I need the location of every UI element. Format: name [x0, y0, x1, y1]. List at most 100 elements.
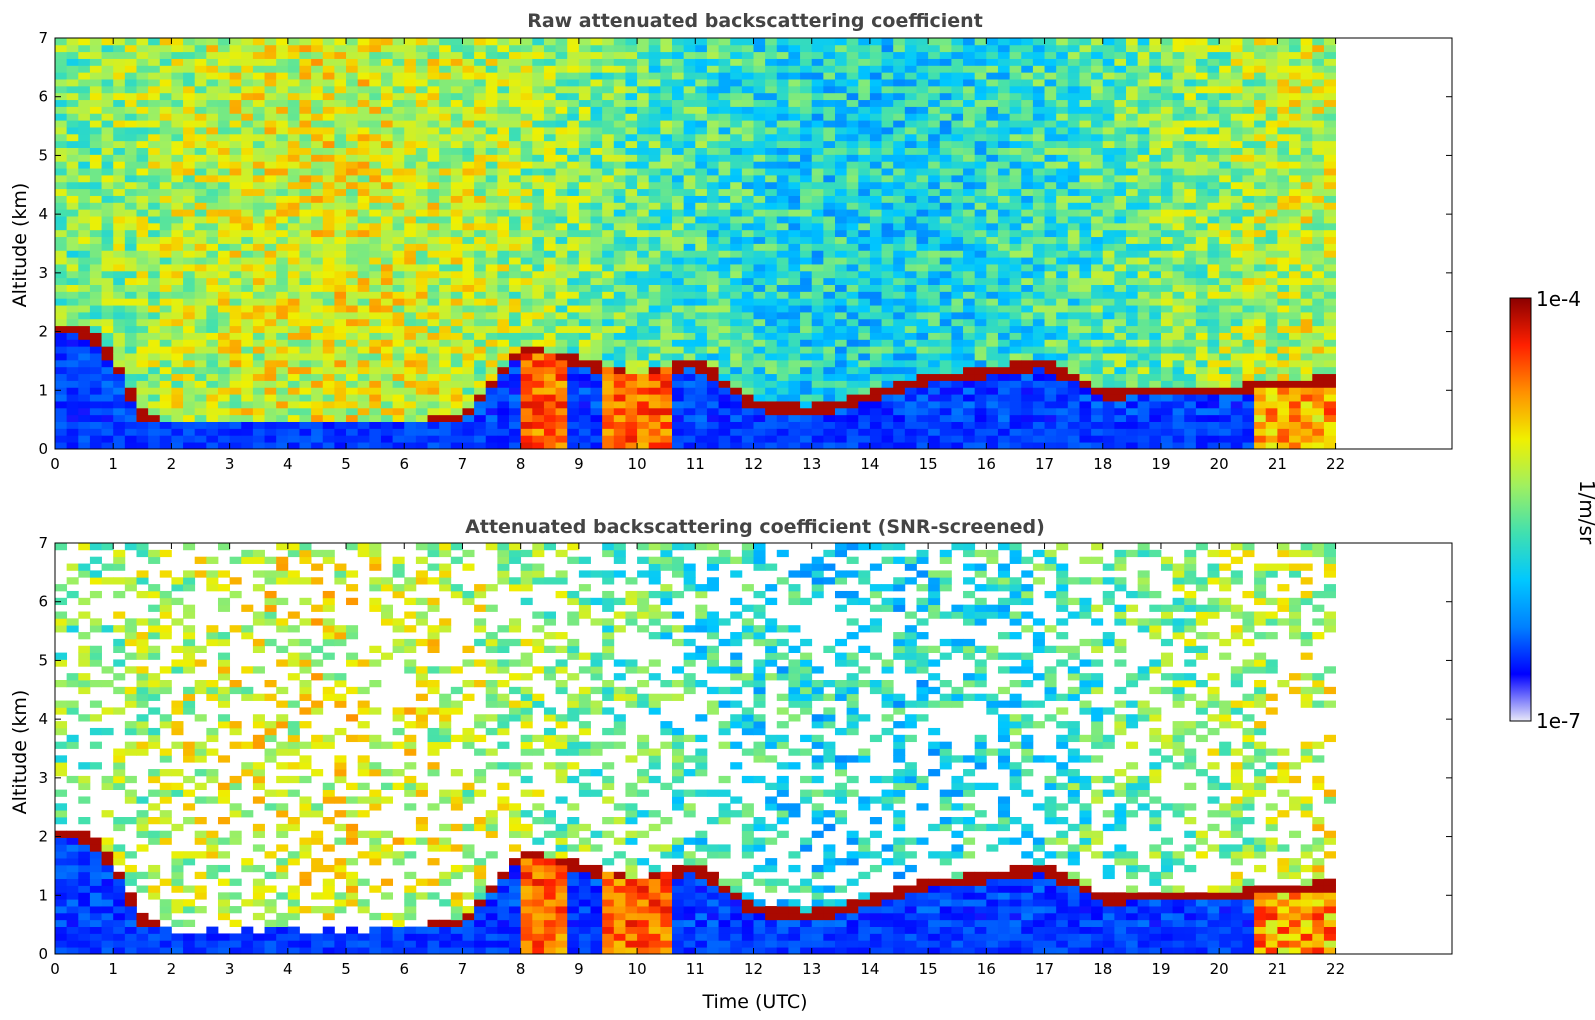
heatmap-cell — [905, 86, 917, 93]
heatmap-cell — [311, 141, 323, 148]
heatmap-cell — [928, 312, 940, 319]
heatmap-cell — [265, 161, 277, 168]
heatmap-cell — [67, 298, 79, 305]
heatmap-cell — [847, 141, 859, 148]
heatmap-cell — [684, 346, 696, 353]
heatmap-cell — [486, 257, 498, 264]
heatmap-cell — [800, 134, 812, 141]
heatmap-cell — [835, 38, 847, 45]
heatmap-cell — [276, 72, 288, 79]
heatmap-cell — [288, 79, 300, 86]
heatmap-cell — [265, 237, 277, 244]
heatmap-cell — [858, 333, 870, 340]
heatmap-cell — [393, 202, 405, 209]
heatmap-cell — [905, 223, 917, 230]
heatmap-cell — [800, 428, 812, 435]
heatmap-cell — [532, 100, 544, 107]
heatmap-cell — [241, 196, 253, 203]
heatmap-cell — [67, 326, 79, 333]
heatmap-cell — [963, 79, 975, 86]
heatmap-cell — [765, 298, 777, 305]
heatmap-cell — [311, 168, 323, 175]
heatmap-cell — [742, 319, 754, 326]
heatmap-cell — [882, 435, 894, 442]
heatmap-cell — [567, 113, 579, 120]
heatmap-cell — [311, 401, 323, 408]
heatmap-cell — [148, 326, 160, 333]
heatmap-cell — [695, 367, 707, 374]
heatmap-cell — [125, 230, 137, 237]
heatmap-cell — [754, 278, 766, 285]
heatmap-cell — [393, 216, 405, 223]
heatmap-cell — [916, 141, 928, 148]
heatmap-cell — [975, 86, 987, 93]
heatmap-cell — [730, 374, 742, 381]
heatmap-cell — [847, 374, 859, 381]
heatmap-cell — [916, 202, 928, 209]
heatmap-cell — [660, 250, 672, 257]
heatmap-cell — [462, 127, 474, 134]
heatmap-cell — [183, 291, 195, 298]
heatmap-cell — [78, 312, 90, 319]
heatmap-cell — [870, 244, 882, 251]
heatmap-cell — [369, 127, 381, 134]
heatmap-cell — [870, 250, 882, 257]
heatmap-cell — [765, 141, 777, 148]
heatmap-cell — [614, 339, 626, 346]
heatmap-cell — [160, 216, 172, 223]
heatmap-cell — [707, 298, 719, 305]
heatmap-cell — [602, 381, 614, 388]
heatmap-cell — [136, 428, 148, 435]
heatmap-cell — [649, 394, 661, 401]
heatmap-cell — [812, 408, 824, 415]
heatmap-cell — [218, 408, 230, 415]
heatmap-cell — [195, 319, 207, 326]
heatmap-cell — [393, 367, 405, 374]
heatmap-cell — [462, 346, 474, 353]
heatmap-cell — [730, 271, 742, 278]
heatmap-cell — [672, 154, 684, 161]
heatmap-cell — [788, 45, 800, 52]
heatmap-cell — [986, 291, 998, 298]
heatmap-cell — [136, 79, 148, 86]
heatmap-cell — [136, 38, 148, 45]
heatmap-cell — [311, 435, 323, 442]
heatmap-cell — [206, 298, 218, 305]
heatmap-cell — [847, 154, 859, 161]
heatmap-cell — [684, 107, 696, 114]
heatmap-cell — [113, 442, 125, 449]
heatmap-cell — [1010, 319, 1022, 326]
heatmap-cell — [847, 408, 859, 415]
heatmap-cell — [311, 38, 323, 45]
heatmap-cell — [602, 291, 614, 298]
heatmap-cell — [416, 360, 428, 367]
heatmap-cell — [171, 209, 183, 216]
heatmap-cell — [183, 381, 195, 388]
heatmap-cell — [393, 326, 405, 333]
heatmap-cell — [393, 333, 405, 340]
heatmap-cell — [90, 161, 102, 168]
heatmap-cell — [765, 72, 777, 79]
heatmap-cell — [346, 202, 358, 209]
heatmap-cell — [346, 298, 358, 305]
heatmap-cell — [218, 182, 230, 189]
heatmap-cell — [299, 168, 311, 175]
heatmap-cell — [893, 257, 905, 264]
heatmap-cell — [206, 428, 218, 435]
heatmap-cell — [241, 291, 253, 298]
heatmap-cell — [835, 202, 847, 209]
heatmap-cell — [218, 333, 230, 340]
heatmap-cell — [777, 408, 789, 415]
heatmap-cell — [905, 45, 917, 52]
heatmap-cell — [812, 250, 824, 257]
heatmap-cell — [183, 65, 195, 72]
heatmap-cell — [893, 175, 905, 182]
heatmap-cell — [474, 394, 486, 401]
heatmap-cell — [113, 175, 125, 182]
heatmap-cell — [428, 298, 440, 305]
heatmap-cell — [684, 79, 696, 86]
heatmap-cell — [823, 107, 835, 114]
heatmap-cell — [404, 59, 416, 66]
heatmap-cell — [870, 100, 882, 107]
heatmap-cell — [695, 333, 707, 340]
